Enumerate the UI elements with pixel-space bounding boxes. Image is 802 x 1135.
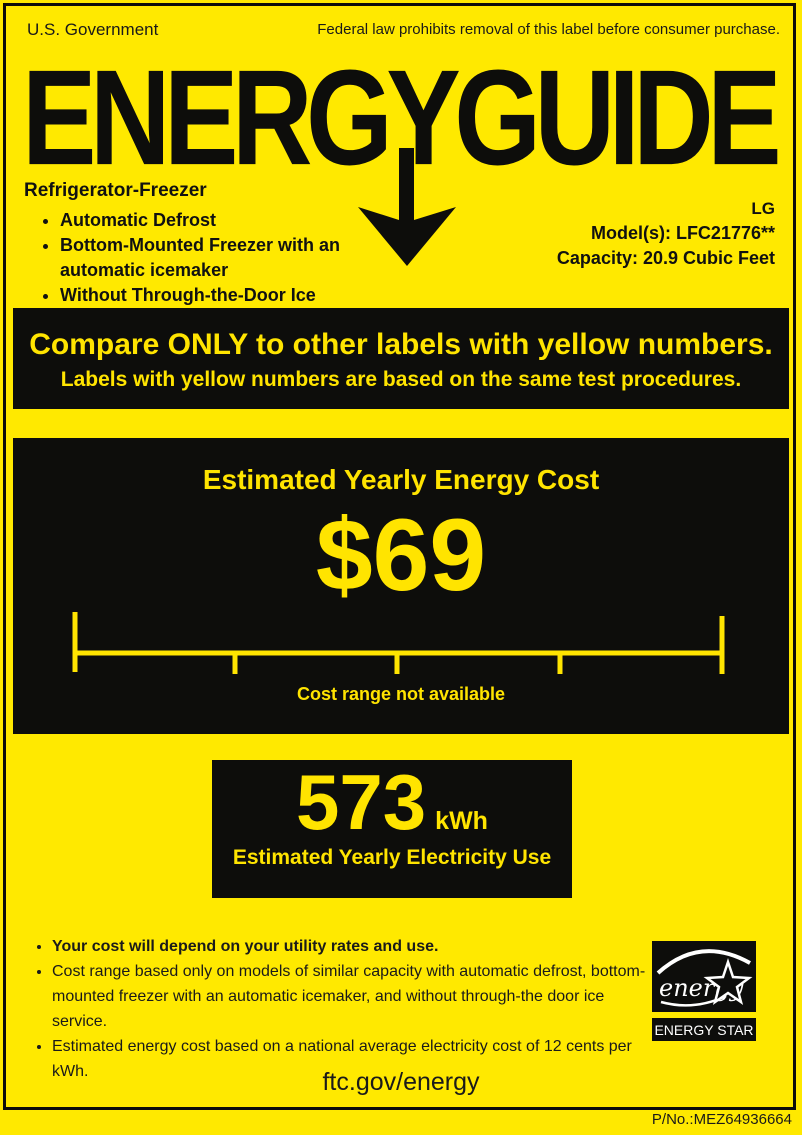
electricity-use-box: 573 kWh Estimated Yearly Electricity Use	[212, 760, 572, 898]
federal-law-notice: Federal law prohibits removal of this la…	[317, 21, 780, 38]
cost-range-note: Cost range not available	[296, 684, 506, 704]
energy-star-icon: energy ENERGY STAR	[652, 941, 756, 1041]
compare-subline: Labels with yellow numbers are based on …	[60, 368, 742, 391]
compare-headline: Compare ONLY to other labels with yellow…	[29, 328, 773, 361]
brand-name: LG	[751, 199, 775, 218]
product-feature: Automatic Defrost	[60, 208, 360, 233]
part-number: P/No.:MEZ64936664	[651, 1111, 792, 1128]
energy-star-wordmark: ENERGY STAR	[654, 1022, 753, 1038]
electricity-caption: Estimated Yearly Electricity Use	[232, 845, 552, 869]
yearly-cost-box: Estimated Yearly Energy Cost $69 Cost ra…	[13, 438, 789, 734]
product-feature: Bottom-Mounted Freezer with an automatic…	[60, 233, 360, 283]
compare-banner: Compare ONLY to other labels with yellow…	[13, 308, 789, 409]
cost-box-title: Estimated Yearly Energy Cost	[202, 464, 600, 495]
kwh-unit: kWh	[435, 807, 488, 835]
ftc-website-text: ftc.gov/energy	[322, 1068, 480, 1096]
product-category: Refrigerator-Freezer	[24, 180, 207, 201]
government-text: U.S. Government	[27, 20, 159, 39]
model-number: Model(s): LFC21776**	[590, 223, 775, 243]
footnote: Your cost will depend on your utility ra…	[52, 934, 646, 959]
footnote: Estimated energy cost based on a nationa…	[52, 1034, 646, 1084]
cost-amount: $69	[315, 498, 487, 612]
cost-range-scale	[72, 612, 725, 674]
footnote-list: Your cost will depend on your utility ra…	[28, 934, 646, 1084]
down-arrow-icon	[358, 148, 456, 266]
manufacturer-info: LG Model(s): LFC21776** Capacity: 20.9 C…	[557, 196, 775, 271]
label-border-frame	[3, 3, 796, 1110]
capacity-value: Capacity: 20.9 Cubic Feet	[556, 248, 775, 268]
kwh-value: 573	[296, 758, 427, 846]
footnotes: Your cost will depend on your utility ra…	[28, 934, 646, 1084]
footnote: Cost range based only on models of simil…	[52, 959, 646, 1034]
electricity-value-row: 573 kWh	[296, 758, 488, 846]
